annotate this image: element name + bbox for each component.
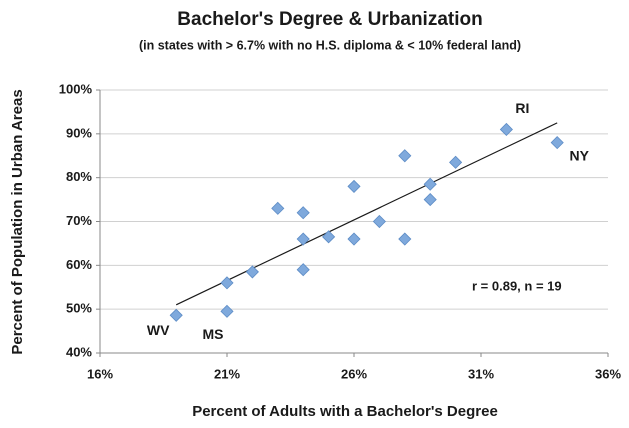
point — [296, 263, 310, 277]
point — [220, 276, 234, 290]
point — [550, 136, 564, 150]
point — [398, 232, 412, 246]
point — [169, 308, 183, 322]
point — [296, 232, 310, 246]
y-tick-label: 90% — [66, 125, 92, 140]
point-label: NY — [569, 147, 589, 163]
point — [423, 193, 437, 207]
chart-title: Bachelor's Degree & Urbanization — [177, 9, 482, 30]
trendline — [175, 122, 558, 306]
x-axis-title: Percent of Adults with a Bachelor's Degr… — [192, 403, 498, 420]
x-tick-label: 31% — [468, 366, 494, 381]
y-tick-label: 40% — [66, 344, 92, 359]
chart-subtitle: (in states with > 6.7% with no H.S. dipl… — [139, 38, 521, 52]
point — [499, 122, 513, 137]
point-label: MS — [203, 326, 224, 342]
x-tick-label: 21% — [214, 366, 240, 381]
point — [271, 201, 285, 215]
point — [449, 155, 463, 169]
point — [398, 149, 412, 163]
point — [347, 179, 361, 193]
point-label: WV — [147, 322, 170, 338]
point — [372, 214, 386, 229]
y-tick-label: 60% — [66, 257, 92, 272]
y-axis-title: Percent of Population in Urban Areas — [9, 89, 26, 354]
annotation: r = 0.89, n = 19 — [472, 278, 562, 293]
y-tick-label: 80% — [66, 169, 92, 184]
point — [322, 230, 336, 244]
x-tick-label: 16% — [87, 366, 113, 381]
x-tick-label: 36% — [595, 366, 621, 381]
point-label: RI — [515, 100, 529, 116]
point — [423, 177, 437, 191]
y-tick-label: 100% — [59, 81, 93, 96]
point — [296, 206, 310, 220]
point — [245, 265, 259, 279]
point — [220, 304, 234, 318]
y-tick-label: 70% — [66, 213, 92, 228]
x-tick-label: 26% — [341, 366, 367, 381]
y-tick-label: 50% — [66, 301, 92, 316]
point — [347, 232, 361, 246]
